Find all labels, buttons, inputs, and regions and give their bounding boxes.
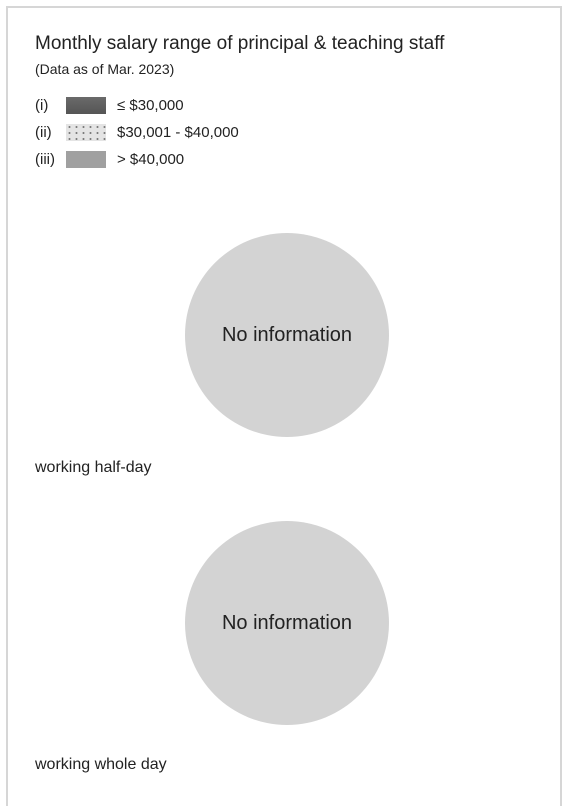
legend-marker: (i) xyxy=(35,97,49,114)
legend-swatch xyxy=(66,124,106,141)
legend-swatch xyxy=(66,151,106,168)
caption: working whole day xyxy=(35,756,167,773)
empty-pie: No information xyxy=(185,233,389,437)
title: Monthly salary range of principal & teac… xyxy=(35,33,445,54)
legend-label: > $40,000 xyxy=(117,151,185,168)
legend-marker: (iii) xyxy=(35,151,55,168)
legend-label: $30,001 - $40,000 xyxy=(117,124,239,141)
panel xyxy=(6,6,562,806)
placeholder: No information xyxy=(221,611,353,634)
placeholder: No information xyxy=(221,323,353,346)
legend-swatch xyxy=(66,97,106,114)
legend-marker: (ii) xyxy=(35,124,52,141)
subtitle: (Data as of Mar. 2023) xyxy=(35,61,175,77)
caption: working half-day xyxy=(35,459,152,476)
empty-pie: No information xyxy=(185,521,389,725)
legend-label: ≤ $30,000 xyxy=(117,97,184,114)
